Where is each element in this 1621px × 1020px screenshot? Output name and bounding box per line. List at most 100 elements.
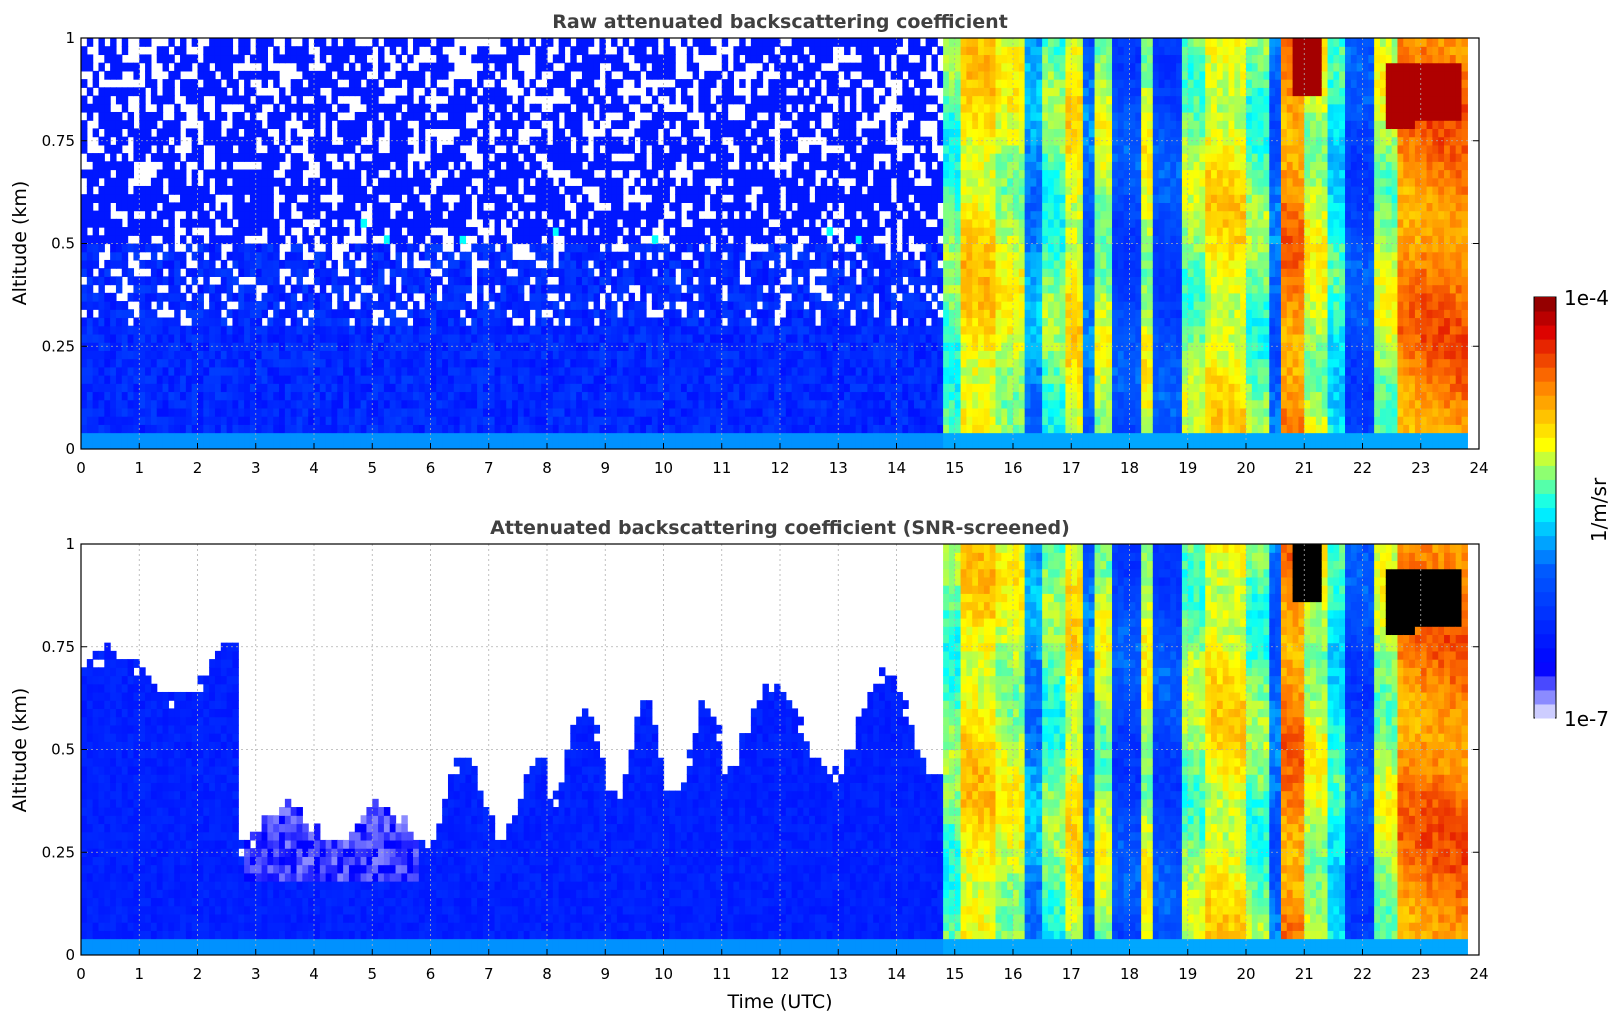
heatmap-cell [622,268,630,277]
heatmap-cell [249,210,257,220]
heatmap-cell [255,202,263,212]
heatmap-cell [378,120,385,130]
heatmap-cell [92,194,100,203]
heatmap-cell [162,87,169,97]
heatmap-cell [494,120,501,130]
heatmap-cell [185,440,193,449]
heatmap-cell [174,111,181,121]
heatmap-cell [378,87,385,97]
heatmap-cell [710,202,717,212]
heatmap-cell [692,383,700,393]
heatmap-cell [383,251,391,261]
heatmap-cell [797,194,804,203]
heatmap-cell [389,218,397,228]
heatmap-cell [121,251,129,261]
heatmap-cell [255,38,263,47]
heatmap-cell [331,46,338,56]
heatmap-cell [692,350,700,360]
heatmap-cell [436,333,443,343]
heatmap-cell [465,399,472,409]
heatmap-cell [81,169,88,179]
heatmap-cell [488,87,496,97]
heatmap-cell [547,268,554,277]
heatmap-cell [500,276,507,286]
heatmap-cell [535,120,542,130]
heatmap-cell [471,243,478,253]
heatmap-cell [197,292,204,302]
heatmap-cell [191,194,199,203]
heatmap-cell [156,227,164,236]
heatmap-cell [634,350,641,360]
heatmap-cell [337,87,344,97]
heatmap-cell [646,366,653,376]
heatmap-cell [325,383,333,393]
heatmap-cell [372,358,379,368]
heatmap-cell [552,194,560,203]
heatmap-cell [296,161,303,171]
heatmap-cell [535,276,542,286]
heatmap-cell [389,284,397,294]
heatmap-cell [622,103,630,113]
heatmap-cell [500,38,507,47]
heatmap-cell [86,391,94,401]
heatmap-cell [319,292,327,302]
heatmap-cell [482,177,490,187]
heatmap-cell [261,268,268,277]
heatmap-cell [733,416,740,425]
heatmap-cell [517,79,525,88]
heatmap-cell [797,153,804,162]
heatmap-cell [156,383,164,393]
heatmap-cell [180,333,187,343]
heatmap-cell [727,268,734,277]
heatmap-cell [185,350,193,360]
heatmap-cell [279,87,286,97]
heatmap-cell [780,350,787,360]
heatmap-cell [337,432,344,442]
heatmap-cell [244,292,251,302]
heatmap-cell [156,243,164,253]
heatmap-cell [611,120,618,130]
heatmap-cell [110,144,117,154]
heatmap-cell [809,70,816,80]
heatmap-cell [319,136,327,146]
heatmap-cell [372,227,379,236]
heatmap-cell [354,317,362,327]
heatmap-cell [395,218,402,228]
heatmap-cell [570,120,577,130]
heatmap-cell [447,103,455,113]
heatmap-cell [727,276,734,286]
heatmap-cell [331,62,338,72]
heatmap-cell [121,153,129,162]
heatmap-cell [791,309,799,319]
heatmap-cell [401,95,408,105]
heatmap-cell [337,333,344,343]
heatmap-cell [220,144,228,154]
heatmap-cell [249,194,257,203]
heatmap-cell [535,301,542,310]
heatmap-cell [785,440,793,449]
heatmap-cell [587,292,595,302]
heatmap-cell [98,103,105,113]
heatmap-cell [459,407,467,417]
heatmap-cell [92,424,100,434]
heatmap-cell [797,383,804,393]
heatmap-cell [185,218,193,228]
heatmap-cell [220,259,228,269]
heatmap-cell [745,432,752,442]
heatmap-cell [698,194,705,203]
heatmap-cell [395,333,402,343]
heatmap-cell [104,177,111,187]
heatmap-cell [337,62,344,72]
heatmap-cell [383,325,391,335]
heatmap-cell [552,309,560,319]
heatmap-cell [424,383,432,393]
heatmap-cell [185,432,193,442]
heatmap-cell [547,202,554,212]
heatmap-cell [587,235,595,245]
heatmap-cell [156,333,164,343]
heatmap-cell [284,333,292,343]
heatmap-cell [232,87,239,97]
heatmap-cell [366,383,373,393]
heatmap-cell [547,111,554,121]
heatmap-cell [191,169,199,179]
